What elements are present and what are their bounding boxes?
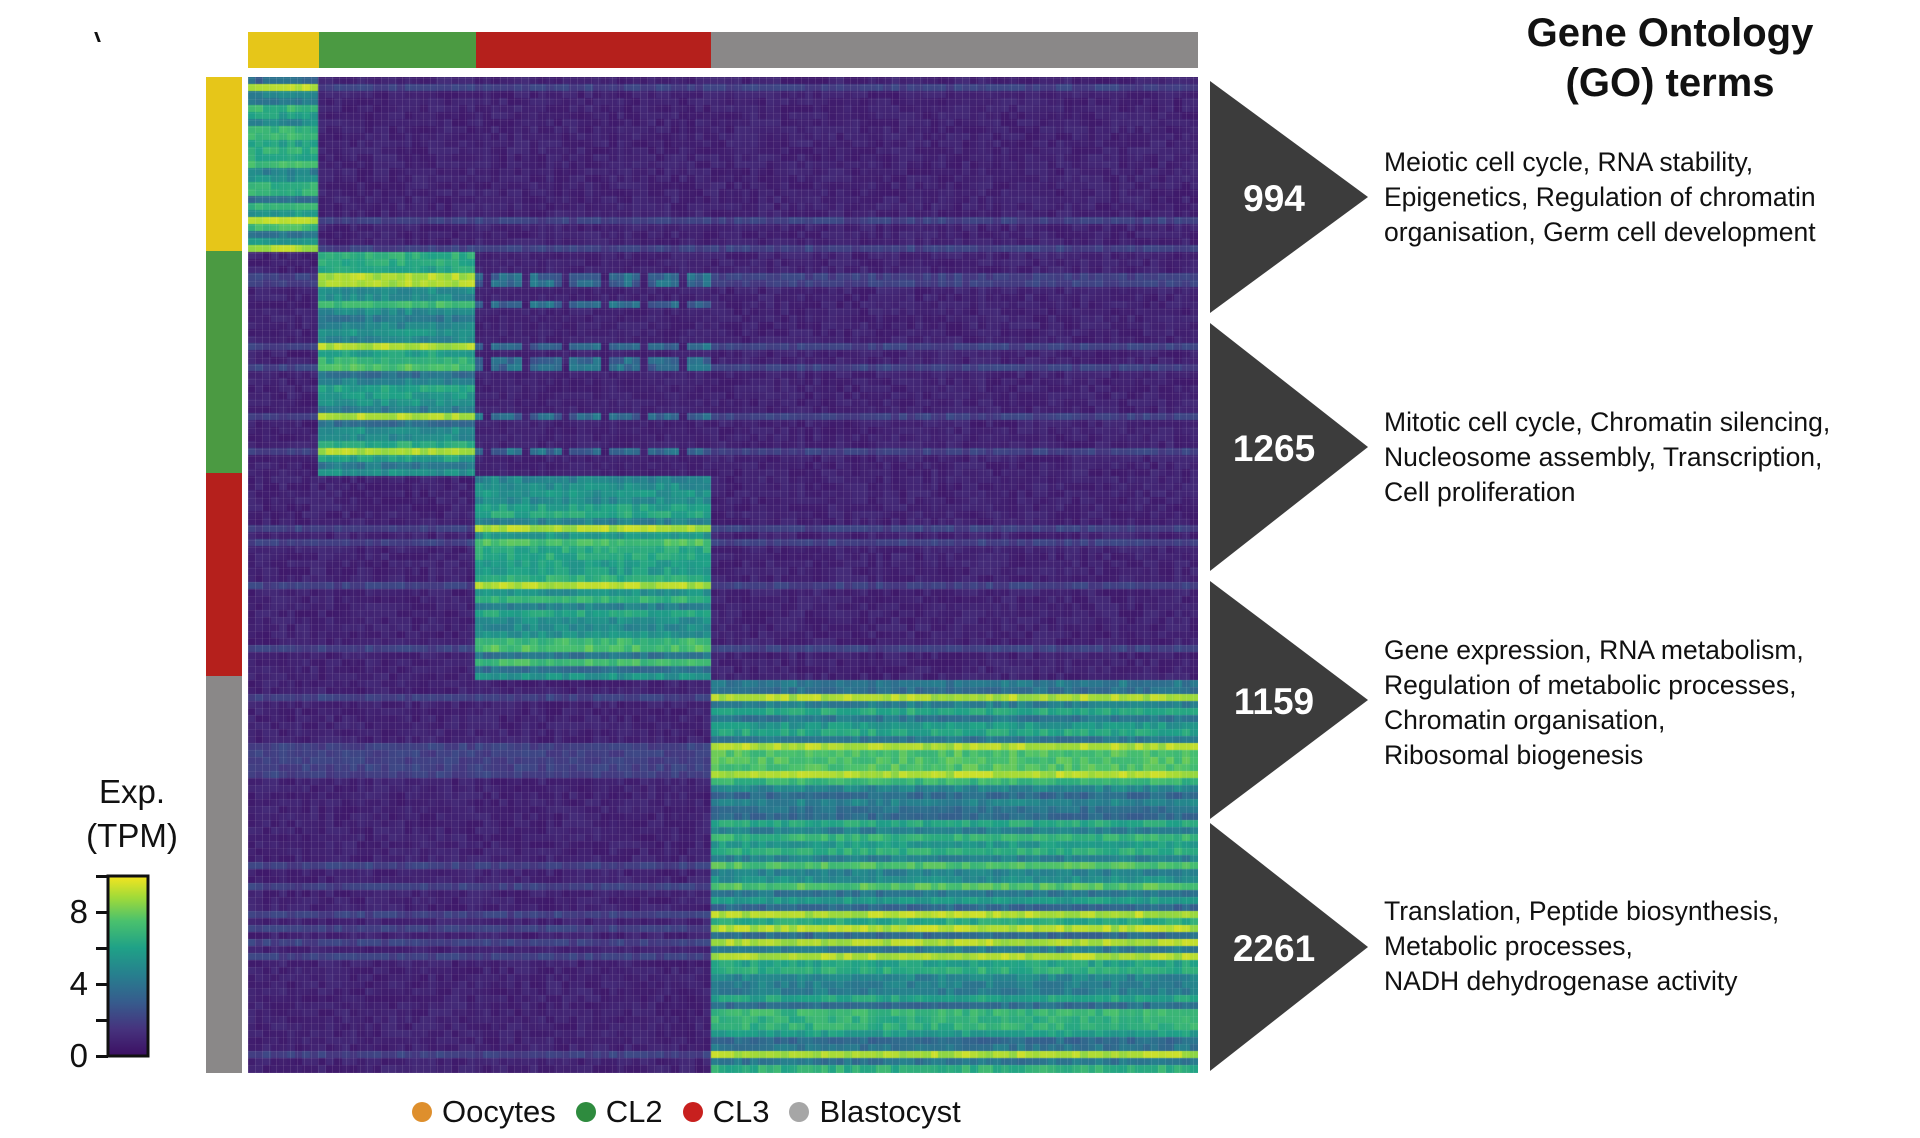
colorbar-title: Exp. (TPM) xyxy=(62,770,202,858)
colorbar-tick-mark xyxy=(96,1018,108,1022)
go-title-line2: (GO) terms xyxy=(1565,61,1775,105)
left-bar-cl3 xyxy=(206,473,242,677)
colorbar-title-line1: Exp. xyxy=(98,773,166,810)
legend-dot-blastocyst xyxy=(789,1102,810,1122)
arrow-cl3: 1159 xyxy=(1210,581,1368,819)
corner-mark xyxy=(94,32,101,42)
go-term-line: organisation, Germ cell development xyxy=(1384,217,1816,247)
arrow-oocytes-shape xyxy=(1210,81,1368,313)
top-bar-cl2 xyxy=(318,32,476,68)
go-term-line: Meiotic cell cycle, RNA stability, xyxy=(1384,147,1754,177)
legend-dot-cl2 xyxy=(575,1102,596,1122)
legend-item-blastocyst: Blastocyst xyxy=(789,1094,961,1130)
arrow-oocytes: 994 xyxy=(1210,81,1368,313)
colorbar-tick-label: 0 xyxy=(69,1037,88,1074)
colorbar-tick-mark xyxy=(96,1054,108,1058)
gene-count-cl3: 1159 xyxy=(1234,681,1314,722)
top-bar-cl3 xyxy=(475,32,712,68)
heatmap-canvas xyxy=(248,77,1198,1073)
go-term-line: Chromatin organisation, xyxy=(1384,705,1666,735)
legend-label-cl3: CL3 xyxy=(712,1094,770,1129)
go-terms-blastocyst: Translation, Peptide biosynthesis, Metab… xyxy=(1384,894,1914,999)
legend-label-cl2: CL2 xyxy=(605,1094,663,1129)
gene-count-arrows: 994 1265 1159 2261 xyxy=(1210,81,1368,1071)
colorbar-title-line2: (TPM) xyxy=(86,817,178,854)
go-title: Gene Ontology (GO) terms xyxy=(1450,8,1890,108)
colorbar-tick-mark xyxy=(96,910,108,914)
left-bar-cl2 xyxy=(206,251,242,474)
go-title-line1: Gene Ontology xyxy=(1526,11,1814,55)
left-bar-blastocyst xyxy=(206,676,242,1073)
legend-label-blastocyst: Blastocyst xyxy=(819,1094,961,1129)
colorbar-tick-mark xyxy=(96,946,108,950)
go-term-line: Epigenetics, Regulation of chromatin xyxy=(1384,182,1816,212)
colorbar-tick-label: 8 xyxy=(69,893,88,930)
legend-dot-oocytes xyxy=(412,1102,432,1122)
go-term-line: NADH dehydrogenase activity xyxy=(1384,966,1738,996)
top-bar-blastocyst xyxy=(711,32,1198,68)
arrow-blastocyst: 2261 xyxy=(1210,823,1368,1071)
colorbar-tick-mark xyxy=(96,982,108,986)
colorbar-tick-mark xyxy=(96,874,108,878)
top-cluster-bar xyxy=(248,32,1198,68)
colorbar xyxy=(106,874,150,1058)
colorbar-tick-label: 4 xyxy=(69,965,88,1002)
go-terms-cl3: Gene expression, RNA metabolism, Regulat… xyxy=(1384,633,1914,773)
left-bar-oocytes xyxy=(206,77,242,252)
legend-item-cl3: CL3 xyxy=(682,1094,770,1130)
arrow-cl3-shape xyxy=(1210,581,1368,819)
heatmap xyxy=(248,77,1198,1073)
go-term-line: Nucleosome assembly, Transcription, xyxy=(1384,442,1823,472)
legend-dot-cl3 xyxy=(682,1102,703,1122)
arrow-cl2-shape xyxy=(1210,323,1368,571)
arrow-blastocyst-shape xyxy=(1210,823,1368,1071)
go-term-line: Regulation of metabolic processes, xyxy=(1384,670,1797,700)
go-term-line: Metabolic processes, xyxy=(1384,931,1633,961)
legend: Oocytes CL2 CL3 Blastocyst xyxy=(412,1092,961,1132)
arrow-cl2: 1265 xyxy=(1210,323,1368,571)
go-terms-oocytes: Meiotic cell cycle, RNA stability, Epige… xyxy=(1384,145,1914,250)
legend-item-oocytes: Oocytes xyxy=(412,1094,556,1130)
go-term-line: Translation, Peptide biosynthesis, xyxy=(1384,896,1780,926)
go-term-line: Mitotic cell cycle, Chromatin silencing, xyxy=(1384,407,1831,437)
go-term-line: Ribosomal biogenesis xyxy=(1384,740,1644,770)
top-bar-oocytes xyxy=(248,32,319,68)
gene-count-oocytes: 994 xyxy=(1243,178,1305,219)
go-term-line: Cell proliferation xyxy=(1384,477,1576,507)
legend-label-oocytes: Oocytes xyxy=(442,1094,556,1129)
go-terms-cl2: Mitotic cell cycle, Chromatin silencing,… xyxy=(1384,405,1914,510)
colorbar-gradient xyxy=(106,874,150,1058)
gene-count-cl2: 1265 xyxy=(1233,428,1315,469)
left-cluster-bar xyxy=(206,77,242,1073)
legend-item-cl2: CL2 xyxy=(575,1094,663,1130)
gene-count-blastocyst: 2261 xyxy=(1233,928,1315,969)
go-term-line: Gene expression, RNA metabolism, xyxy=(1384,635,1804,665)
